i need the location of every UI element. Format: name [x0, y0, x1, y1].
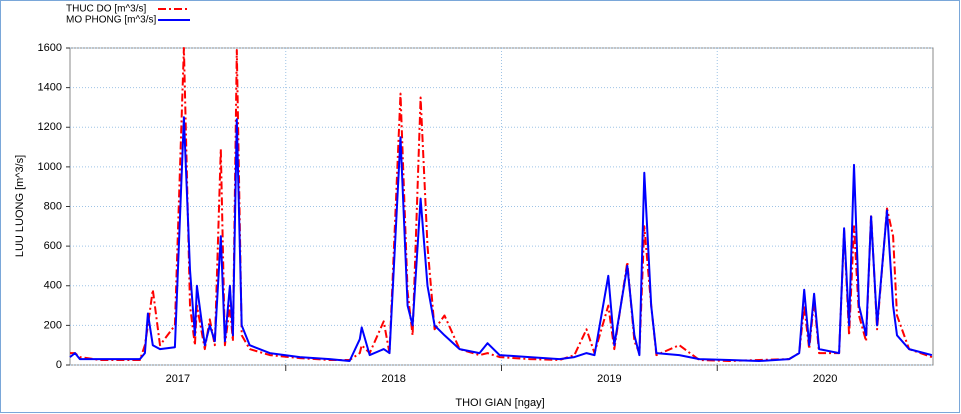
y-tick-label: 1000 [38, 161, 62, 173]
y-tick-label: 1400 [38, 82, 62, 94]
x-axis-label: THOI GIAN [ngay] [455, 397, 544, 409]
legend-label: MO PHONG [m^3/s] [66, 15, 156, 26]
y-tick-label: 1200 [38, 121, 62, 133]
y-tick-label: 800 [44, 200, 62, 212]
y-tick-label: 600 [44, 240, 62, 252]
legend-label: THUC DO [m^3/s] [66, 4, 146, 15]
x-tick-label: 2019 [597, 373, 621, 385]
series-line [69, 116, 933, 362]
x-tick-label: 2017 [166, 373, 190, 385]
y-tick-label: 400 [44, 280, 62, 292]
y-tick-label: 1600 [38, 42, 62, 54]
x-tick-label: 2020 [813, 373, 837, 385]
y-tick-label: 200 [44, 319, 62, 331]
series-line [70, 47, 933, 362]
y-tick-label: 0 [56, 359, 62, 371]
x-tick-label: 2018 [381, 373, 405, 385]
y-axis-label: LUU LUONG [m^3/s] [14, 155, 26, 257]
